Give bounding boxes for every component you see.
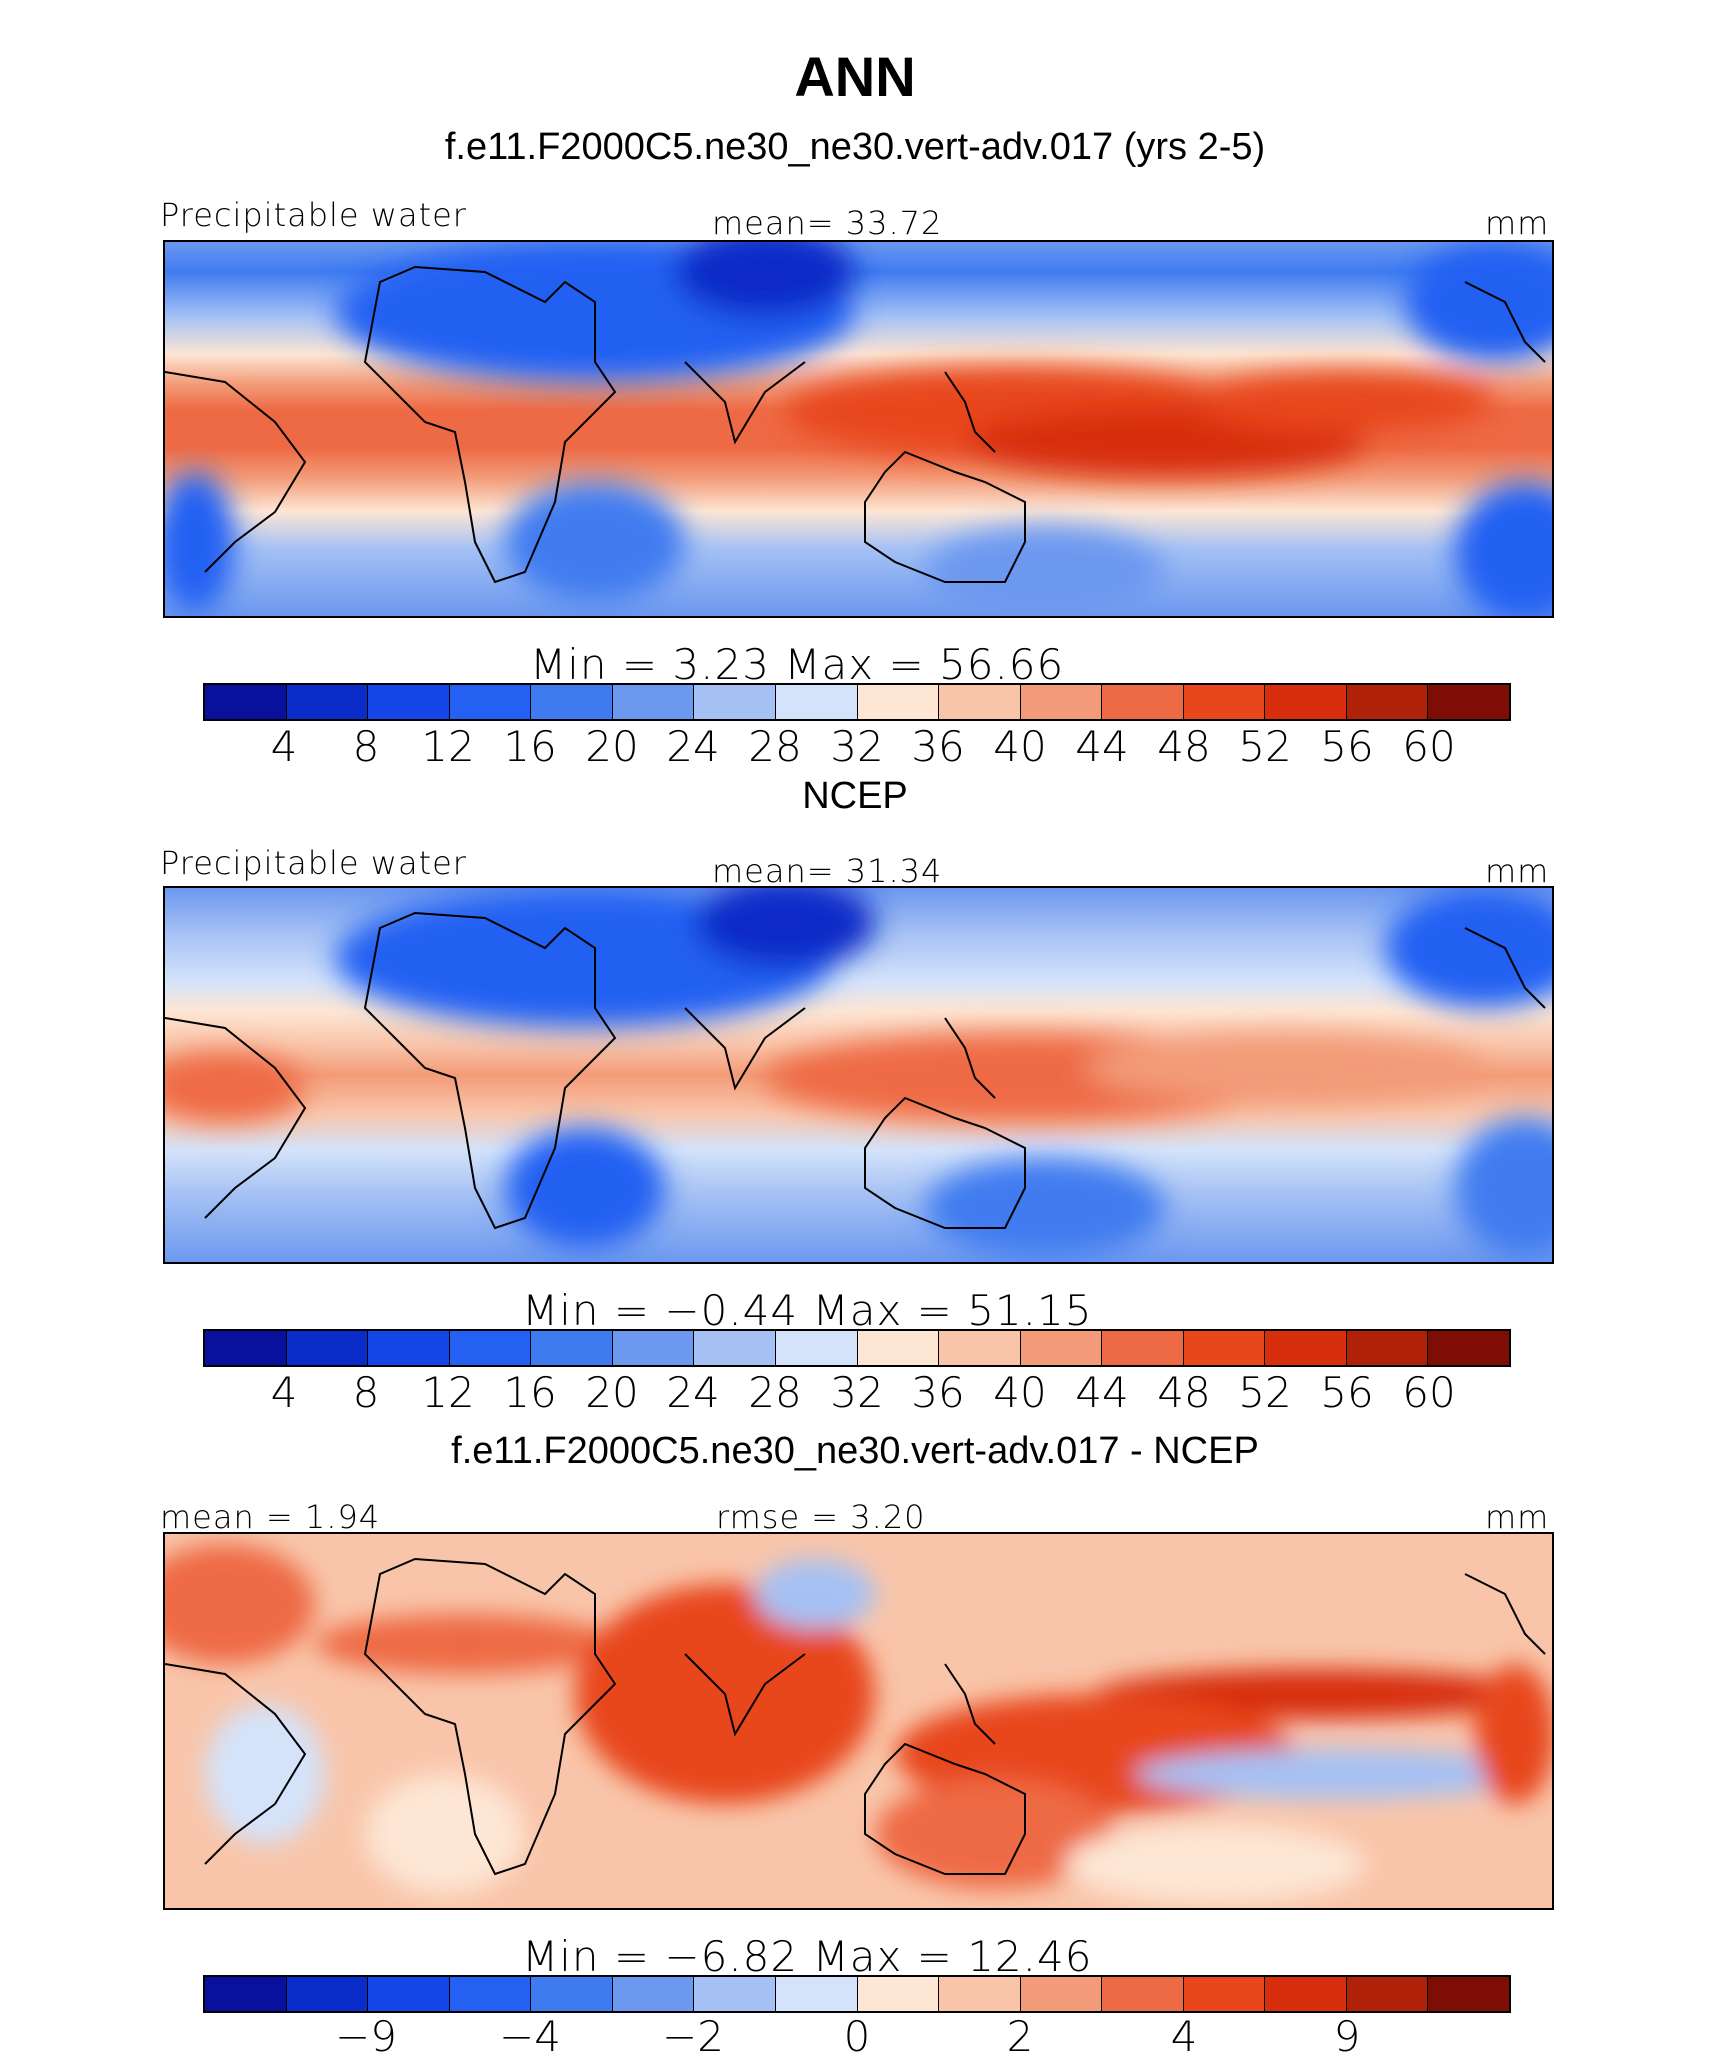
panel-mean-model: mean= 33.72 xyxy=(712,204,943,242)
tick-label: 16 xyxy=(503,1368,557,1417)
map-model xyxy=(163,240,1554,618)
colorbar-model xyxy=(203,683,1511,721)
colorbar-ticks-obs: 4 8 12 16 20 24 28 32 36 40 44 48 52 56 … xyxy=(203,1368,1511,1418)
colorbar-ticks-diff: −9 −4 −2 0 2 4 9 xyxy=(203,2012,1511,2062)
tick-label: 2 xyxy=(1006,2012,1034,2061)
colorbar-obs xyxy=(203,1329,1511,1367)
map-field-model xyxy=(165,242,1552,616)
tick-label: 44 xyxy=(1075,1368,1129,1417)
tick-label: 56 xyxy=(1320,1368,1374,1417)
map-field-obs xyxy=(165,888,1552,1262)
tick-label: 52 xyxy=(1238,722,1292,771)
panel-minmax-diff: Min = −6.82 Max = 12.46 xyxy=(522,1932,1093,1981)
tick-label: 12 xyxy=(421,1368,475,1417)
panel-units-obs: mm xyxy=(1485,852,1550,890)
panel-mean-diff: mean = 1.94 xyxy=(160,1498,381,1536)
tick-label: 4 xyxy=(1170,2012,1198,2061)
tick-label: 28 xyxy=(748,1368,802,1417)
tick-label: 24 xyxy=(666,722,720,771)
tick-label: 32 xyxy=(830,1368,884,1417)
tick-label: 8 xyxy=(352,1368,380,1417)
tick-label: −9 xyxy=(335,2012,397,2061)
tick-label: 60 xyxy=(1402,1368,1456,1417)
tick-label: 44 xyxy=(1075,722,1129,771)
panel-minmax-obs: Min = −0.44 Max = 51.15 xyxy=(522,1286,1093,1335)
panel-title-obs: NCEP xyxy=(802,775,908,817)
colorbar-diff xyxy=(203,1975,1511,2013)
tick-label: 4 xyxy=(270,722,298,771)
tick-label: 48 xyxy=(1157,722,1211,771)
tick-label: 8 xyxy=(352,722,380,771)
tick-label: 20 xyxy=(585,1368,639,1417)
tick-label: 16 xyxy=(503,722,557,771)
tick-label: 40 xyxy=(993,722,1047,771)
tick-label: 52 xyxy=(1238,1368,1292,1417)
tick-label: 12 xyxy=(421,722,475,771)
tick-label: 48 xyxy=(1157,1368,1211,1417)
colorbar-ticks-model: 4 8 12 16 20 24 28 32 36 40 44 48 52 56 … xyxy=(203,722,1511,772)
map-obs xyxy=(163,886,1554,1264)
tick-label: 0 xyxy=(843,2012,871,2061)
tick-label: 56 xyxy=(1320,722,1374,771)
panel-left-label-model: Precipitable water xyxy=(160,196,467,234)
tick-label: 28 xyxy=(748,722,802,771)
tick-label: −4 xyxy=(499,2012,561,2061)
map-diff xyxy=(163,1532,1554,1910)
panel-units-diff: mm xyxy=(1485,1498,1550,1536)
panel-title-diff: f.e11.F2000C5.ne30_ne30.vert-adv.017 - N… xyxy=(451,1430,1259,1472)
tick-label: 60 xyxy=(1402,722,1456,771)
tick-label: 40 xyxy=(993,1368,1047,1417)
panel-minmax-model: Min = 3.23 Max = 56.66 xyxy=(530,640,1065,689)
tick-label: 36 xyxy=(911,1368,965,1417)
map-field-diff xyxy=(165,1534,1552,1908)
panel-left-label-obs: Precipitable water xyxy=(160,844,467,882)
tick-label: −2 xyxy=(662,2012,724,2061)
tick-label: 20 xyxy=(585,722,639,771)
tick-label: 36 xyxy=(911,722,965,771)
panel-units-model: mm xyxy=(1485,204,1550,242)
tick-label: 32 xyxy=(830,722,884,771)
panel-mean-obs: mean= 31.34 xyxy=(712,852,943,890)
tick-label: 9 xyxy=(1333,2012,1361,2061)
panel-title-model: f.e11.F2000C5.ne30_ne30.vert-adv.017 (yr… xyxy=(444,126,1266,168)
figure-title: ANN xyxy=(794,45,916,108)
tick-label: 4 xyxy=(270,1368,298,1417)
tick-label: 24 xyxy=(666,1368,720,1417)
panel-rmse-diff: rmse = 3.20 xyxy=(716,1498,926,1536)
